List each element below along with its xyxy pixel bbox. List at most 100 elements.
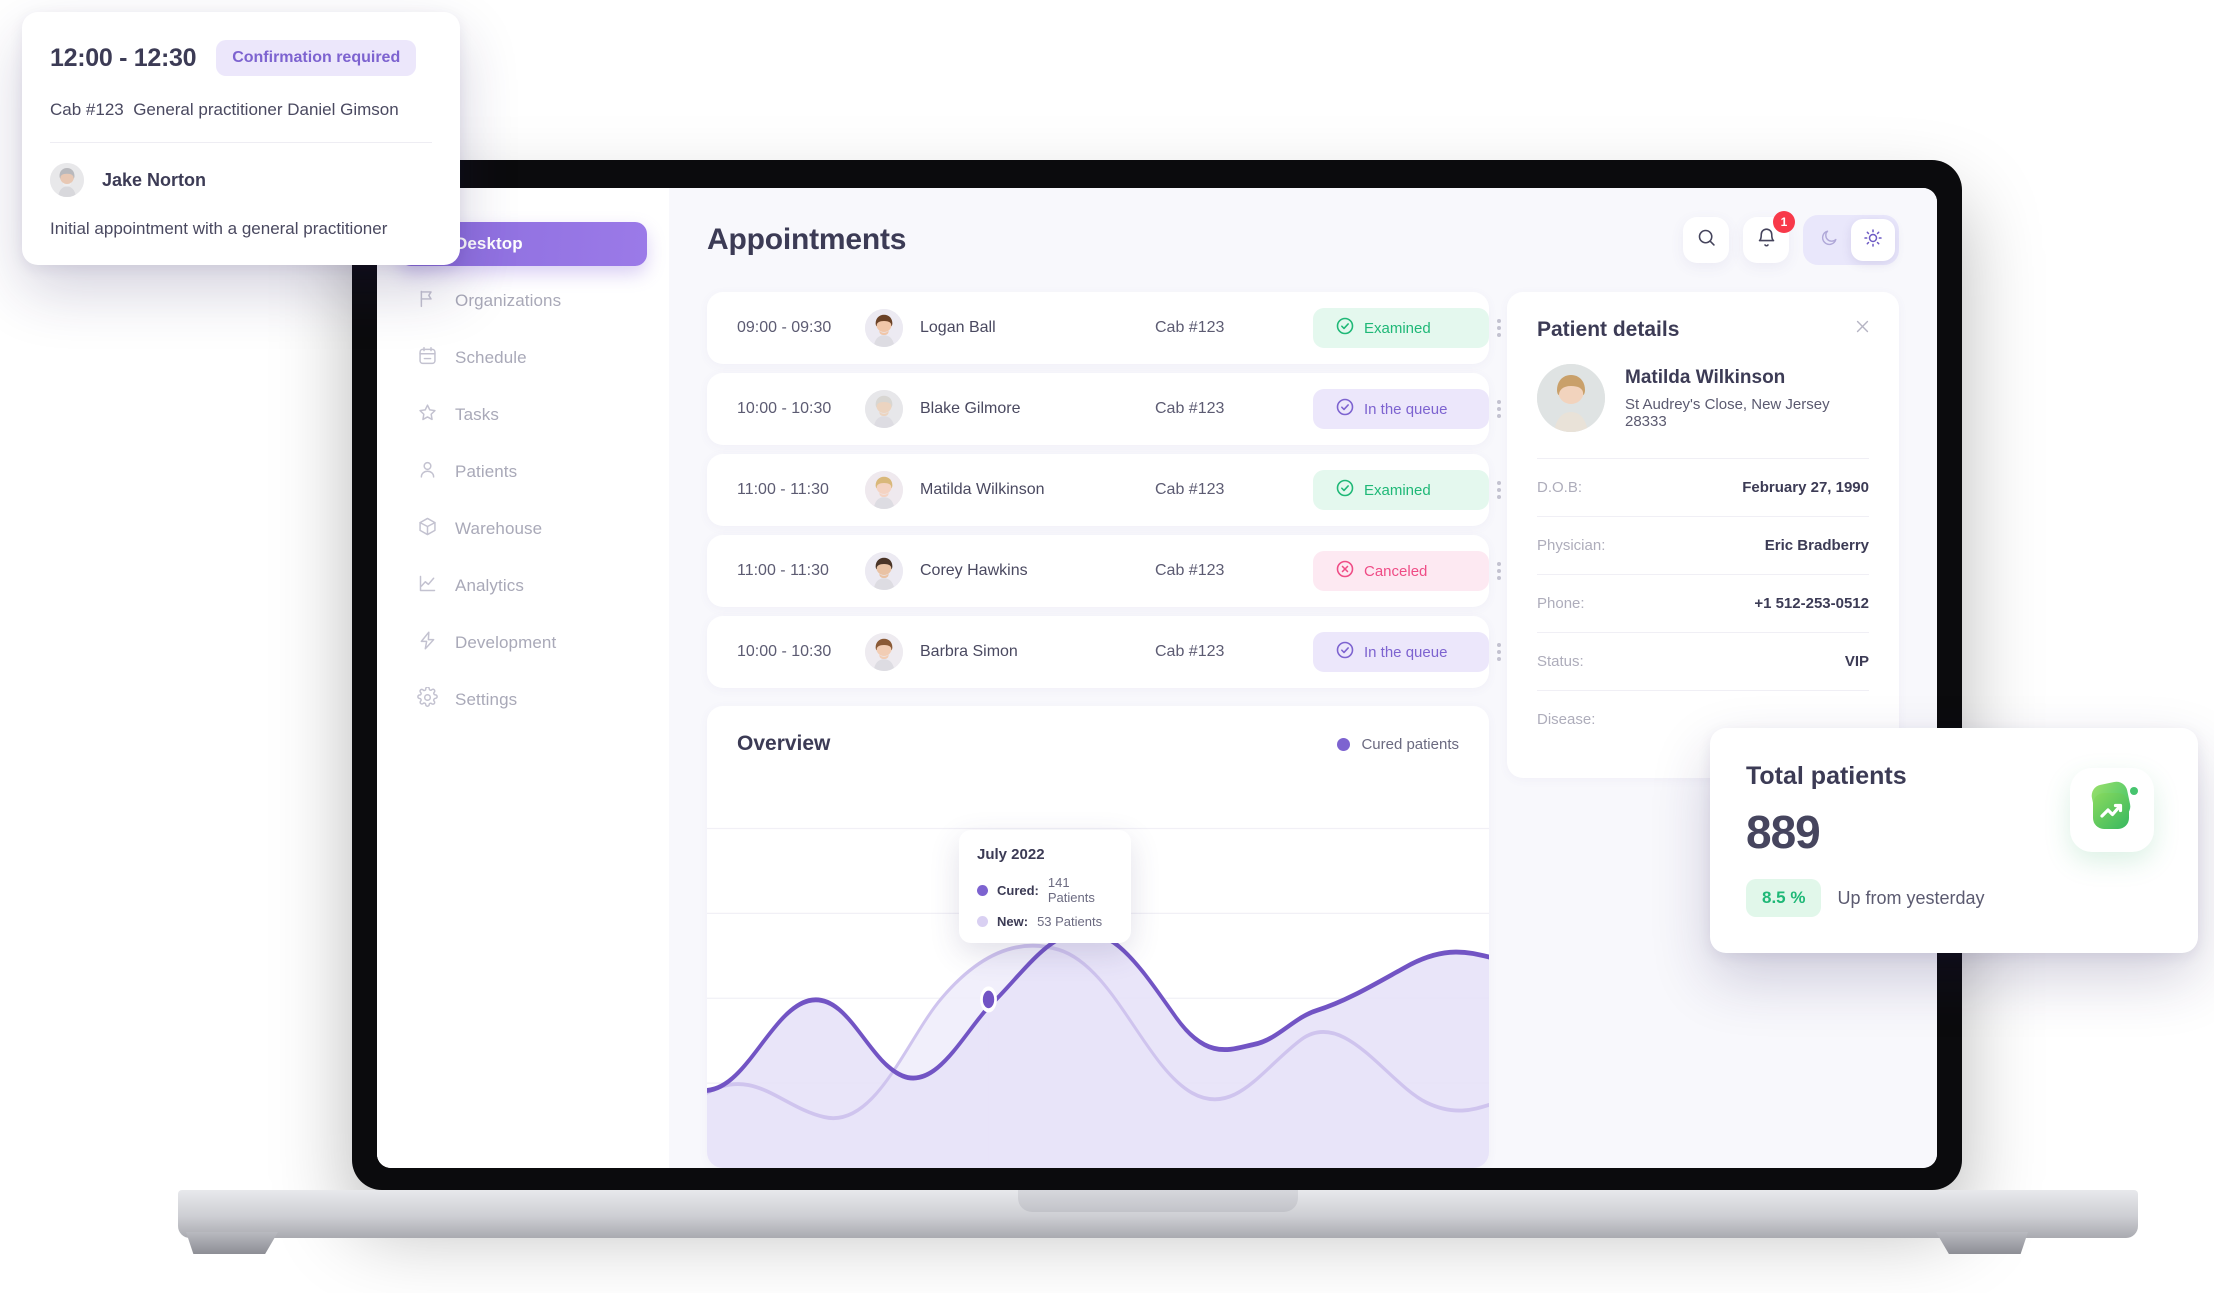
patient-field-key: Status: xyxy=(1537,653,1584,670)
sidebar-item-label: Schedule xyxy=(455,348,527,367)
sidebar-item-label: Desktop xyxy=(455,234,523,253)
table-row[interactable]: 11:00 - 11:30 Matilda Wilkinson Cab #123 Ex… xyxy=(707,454,1501,526)
sidebar-item-analytics[interactable]: Analytics xyxy=(399,564,647,608)
total-patients-title: Total patients xyxy=(1746,762,1907,790)
sun-icon xyxy=(1863,228,1883,253)
topbar: Appointments xyxy=(707,188,1899,292)
sidebar: Desktop Organizations Schedule Tasks Patient… xyxy=(377,188,669,1168)
popup-note: Initial appointment with a general pract… xyxy=(50,219,388,238)
appointment-time: 11:00 - 11:30 xyxy=(737,562,829,579)
status-badge: In the queue xyxy=(1313,632,1489,672)
status-examined-icon xyxy=(1335,316,1355,340)
sidebar-item-tasks[interactable]: Tasks xyxy=(399,393,647,437)
status-badge: Examined xyxy=(1313,470,1489,510)
chart-icon xyxy=(417,573,438,599)
patient-field: Status: VIP xyxy=(1537,632,1869,690)
user-icon xyxy=(417,459,438,485)
laptop-screen: Desktop Organizations Schedule Tasks Patient… xyxy=(377,188,1937,1168)
gear-icon xyxy=(417,686,438,713)
notifications-button[interactable]: 1 xyxy=(1743,211,1795,263)
theme-option-dark[interactable] xyxy=(1807,219,1851,261)
appointment-patient-name: Corey Hawkins xyxy=(920,562,1028,579)
theme-toggle[interactable] xyxy=(1803,215,1899,265)
sidebar-item-development[interactable]: Development xyxy=(399,621,647,665)
patient-field-key: Disease: xyxy=(1537,711,1596,728)
total-patients-value: 889 xyxy=(1746,806,1821,858)
patient-name: Matilda Wilkinson xyxy=(1625,366,1786,388)
sidebar-item-label: Settings xyxy=(455,690,518,709)
sidebar-item-settings[interactable]: Settings xyxy=(399,678,647,722)
laptop-base xyxy=(178,1190,2138,1238)
tooltip-label-new: New: xyxy=(997,914,1029,929)
sidebar-item-schedule[interactable]: Schedule xyxy=(399,336,647,380)
flag-icon xyxy=(417,288,438,314)
appointments-list: 09:00 - 09:30 Logan Ball Cab #123 Examined 1… xyxy=(707,292,1501,688)
row-menu-button[interactable] xyxy=(1489,311,1509,345)
status-badge: In the queue xyxy=(1313,389,1489,429)
moon-icon xyxy=(1820,228,1839,252)
overview-header: Overview Cured patients xyxy=(707,706,1489,756)
calendar-icon xyxy=(417,345,438,371)
sidebar-item-patients[interactable]: Patients xyxy=(399,450,647,494)
dashboard-app: Desktop Organizations Schedule Tasks Patient… xyxy=(377,188,1937,1168)
popup-confirmation-chip: Confirmation required xyxy=(216,40,417,76)
patient-field-value: February 27, 1990 xyxy=(1742,479,1869,496)
appointment-patient-name: Blake Gilmore xyxy=(920,400,1021,417)
appointment-patient: Logan Ball xyxy=(865,309,1155,347)
sidebar-item-label: Organizations xyxy=(455,291,562,310)
appointment-popup-card: 12:00 - 12:30 Confirmation required Cab … xyxy=(22,12,460,265)
row-menu-button[interactable] xyxy=(1489,473,1509,507)
patient-field-value: VIP xyxy=(1844,653,1869,670)
row-menu-button[interactable] xyxy=(1489,554,1509,588)
sidebar-item-warehouse[interactable]: Warehouse xyxy=(399,507,647,551)
tooltip-dot-new xyxy=(977,916,988,927)
trend-up-icon xyxy=(2070,768,2154,852)
main-area: Appointments xyxy=(669,188,1937,1168)
sidebar-item-label: Analytics xyxy=(455,576,524,595)
popup-time: 12:00 - 12:30 xyxy=(50,43,197,72)
search-button[interactable] xyxy=(1683,217,1729,263)
status-badge: Canceled xyxy=(1313,551,1489,591)
table-row[interactable]: 11:00 - 11:30 Corey Hawkins Cab #123 Cancel… xyxy=(707,535,1501,607)
patient-field-key: Phone: xyxy=(1537,595,1585,612)
chart-line-new xyxy=(707,943,1489,1121)
status-label: Canceled xyxy=(1364,562,1428,580)
avatar-image xyxy=(865,552,903,590)
popup-cab: Cab #123 xyxy=(50,100,124,119)
sidebar-item-label: Warehouse xyxy=(455,519,543,538)
popup-patient-name: Jake Norton xyxy=(102,169,207,190)
table-row[interactable]: 09:00 - 09:30 Logan Ball Cab #123 Examined xyxy=(707,292,1501,364)
appointment-patient: Blake Gilmore xyxy=(865,390,1155,428)
total-patients-note: Up from yesterday xyxy=(1837,887,1985,908)
overview-card: Overview Cured patients xyxy=(707,706,1489,1168)
tooltip-dot-cured xyxy=(977,884,988,896)
left-column: 09:00 - 09:30 Logan Ball Cab #123 Examined 1… xyxy=(707,292,1501,1168)
row-menu-button[interactable] xyxy=(1489,392,1509,426)
popup-avatar xyxy=(50,163,84,197)
laptop-foot-left xyxy=(186,1232,278,1254)
avatar-image xyxy=(865,390,903,428)
status-label: Examined xyxy=(1364,481,1431,499)
avatar xyxy=(865,633,903,671)
chart-canvas[interactable]: July 2022 Cured: 141 Patients New: xyxy=(707,780,1489,1168)
close-icon[interactable] xyxy=(1854,318,1871,340)
theme-option-light[interactable] xyxy=(1851,219,1895,261)
table-row[interactable]: 10:00 - 10:30 Blake Gilmore Cab #123 In the… xyxy=(707,373,1501,445)
sidebar-item-label: Development xyxy=(455,633,557,652)
bell-icon xyxy=(1756,227,1777,253)
appointment-patient-name: Logan Ball xyxy=(920,319,996,336)
appointment-patient: Matilda Wilkinson xyxy=(865,471,1155,509)
appointment-cab: Cab #123 xyxy=(1155,643,1225,660)
patient-field-value: Eric Bradberry xyxy=(1764,537,1869,554)
avatar xyxy=(865,390,903,428)
appointment-patient: Corey Hawkins xyxy=(865,552,1155,590)
sidebar-item-organizations[interactable]: Organizations xyxy=(399,279,647,323)
tooltip-label-cured: Cured: xyxy=(997,882,1039,898)
appointment-cab: Cab #123 xyxy=(1155,319,1225,336)
row-menu-button[interactable] xyxy=(1489,635,1509,669)
status-examined-icon xyxy=(1335,478,1355,502)
total-patients-footer: 8.5 % Up from yesterday xyxy=(1746,879,2162,917)
table-row[interactable]: 10:00 - 10:30 Barbra Simon Cab #123 In the … xyxy=(707,616,1501,688)
sidebar-item-label: Patients xyxy=(455,462,518,481)
